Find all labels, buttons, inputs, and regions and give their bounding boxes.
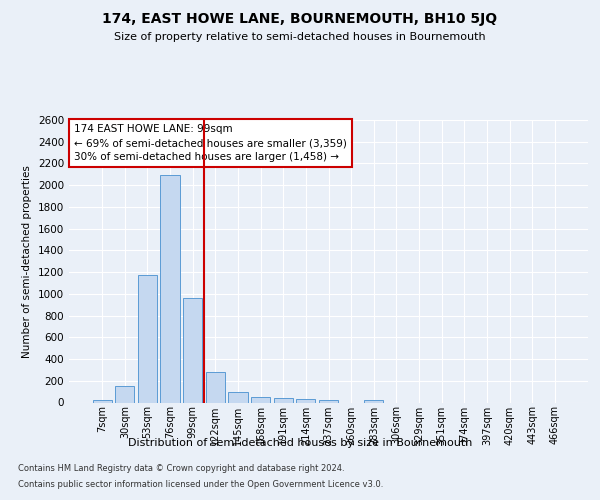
Bar (364, 400, 383, 402)
Bar (92, 400, 112, 402)
Bar (183, 298, 202, 403)
Bar (319, 400, 338, 402)
Text: 174 EAST HOWE LANE: 99sqm
← 69% of semi-detached houses are smaller (3,359)
30% : 174 EAST HOWE LANE: 99sqm ← 69% of semi-… (74, 124, 347, 162)
Text: 174, EAST HOWE LANE, BOURNEMOUTH, BH10 5JQ: 174, EAST HOWE LANE, BOURNEMOUTH, BH10 5… (103, 12, 497, 26)
Bar (296, 398, 316, 402)
Bar (160, 176, 180, 402)
Text: Contains public sector information licensed under the Open Government Licence v3: Contains public sector information licen… (18, 480, 383, 489)
Y-axis label: Number of semi-detached properties: Number of semi-detached properties (22, 165, 32, 358)
Bar (274, 398, 293, 402)
Text: Distribution of semi-detached houses by size in Bournemouth: Distribution of semi-detached houses by … (128, 438, 472, 448)
Bar (251, 397, 270, 402)
Text: Contains HM Land Registry data © Crown copyright and database right 2024.: Contains HM Land Registry data © Crown c… (18, 464, 344, 473)
Text: Size of property relative to semi-detached houses in Bournemouth: Size of property relative to semi-detach… (114, 32, 486, 42)
Bar (138, 276, 157, 402)
Bar (206, 372, 225, 402)
Bar (115, 386, 134, 402)
Bar (229, 392, 248, 402)
